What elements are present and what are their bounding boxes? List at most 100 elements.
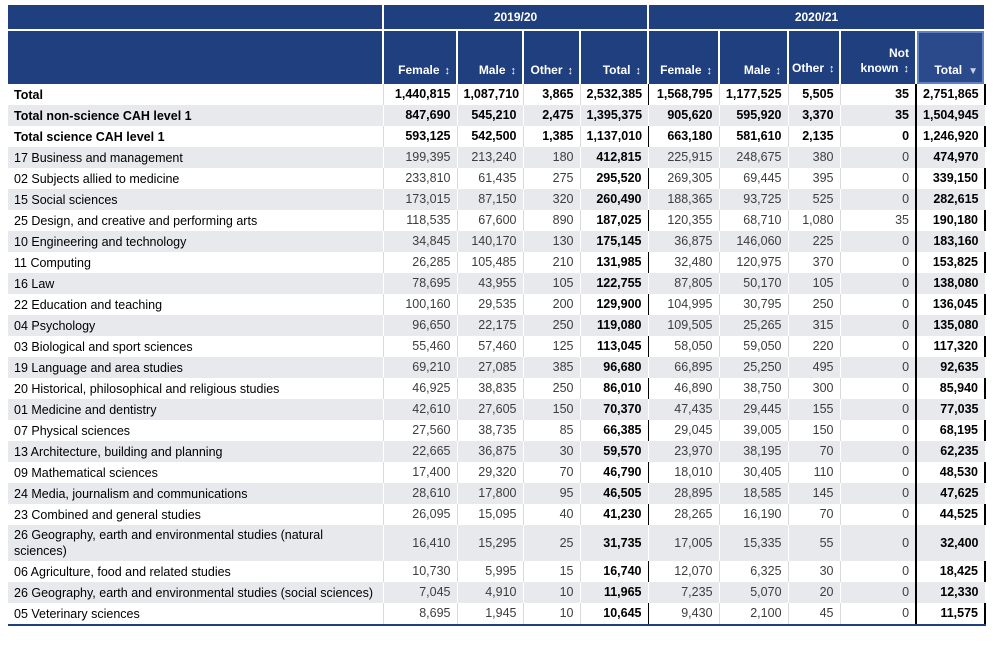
value-cell: 34,845 [383,231,458,252]
value-cell: 68,710 [719,210,789,231]
value-cell: 62,235 [915,441,986,462]
value-cell: 145 [788,483,841,504]
value-cell: 69,210 [383,357,458,378]
table-row: 20 Historical, philosophical and religio… [8,378,987,399]
value-cell: 155 [788,399,841,420]
value-cell: 1,080 [788,210,841,231]
value-cell: 69,445 [719,168,789,189]
subject-cell: 09 Mathematical sciences [8,462,384,483]
value-cell: 68,195 [915,420,987,441]
sort-descending-icon: ▼ [968,66,979,77]
col-header-total-1920[interactable]: Total ↕ [580,30,650,84]
subject-cell: 20 Historical, philosophical and religio… [8,378,384,399]
corner-header-bottom [8,30,384,84]
table-row: 13 Architecture, building and planning 22… [8,441,986,462]
value-cell: 28,610 [383,483,458,504]
value-cell: 7,045 [383,582,458,603]
subject-cell: 03 Biological and sport sciences [8,336,384,357]
value-cell: 153,825 [915,252,987,273]
value-cell: 136,045 [915,294,987,315]
subject-cell: 24 Media, journalism and communications [8,483,384,504]
value-cell: 5,070 [719,582,789,603]
year-header-2019-20: 2019/20 [383,5,650,31]
value-cell: 593,125 [383,126,458,147]
value-cell: 41,230 [579,504,649,525]
table-row: 19 Language and area studies 69,210 27,085… [8,357,986,378]
value-cell: 93,725 [719,189,789,210]
value-cell: 86,010 [579,378,649,399]
value-cell: 320 [523,189,581,210]
value-cell: 35 [839,84,917,105]
value-cell: 23,970 [648,441,720,462]
col-header-other-2021[interactable]: Other ↕ [788,30,842,84]
subject-cell: 02 Subjects allied to medicine [8,168,384,189]
table-row: 22 Education and teaching 100,160 29,535 20… [8,294,987,315]
subject-cell: 16 Law [8,273,384,294]
value-cell: 15,095 [457,504,524,525]
value-cell: 95 [523,483,581,504]
sort-updown-icon: ↕ [444,65,451,77]
value-cell: 96,680 [579,357,649,378]
value-cell: 38,195 [719,441,789,462]
value-cell: 58,050 [648,336,720,357]
year-header-row: 2019/20 2020/21 [8,5,987,31]
value-cell: 3,370 [788,105,841,126]
value-cell: 18,425 [915,561,987,582]
value-cell: 0 [839,483,917,504]
value-cell: 70 [788,441,841,462]
subject-cell: 19 Language and area studies [8,357,384,378]
value-cell: 380 [788,147,841,168]
value-cell: 40 [523,504,581,525]
col-header-not-known-2021[interactable]: Not known ↕ [840,30,918,84]
value-cell: 0 [839,603,917,626]
value-cell: 1,440,815 [383,84,458,105]
value-cell: 173,015 [383,189,458,210]
value-cell: 105 [523,273,581,294]
value-cell: 78,695 [383,273,458,294]
value-cell: 0 [839,504,917,525]
value-cell: 29,045 [648,420,720,441]
value-cell: 110 [788,462,841,483]
subject-cell: Total non-science CAH level 1 [8,105,384,126]
col-header-total-2021-sorted[interactable]: Total ▼ [916,30,987,84]
value-cell: 47,625 [915,483,986,504]
value-cell: 315 [788,315,841,336]
table-row: Total non-science CAH level 1 847,690 545,… [8,105,986,126]
value-cell: 0 [839,582,917,603]
subject-cell: 26 Geography, earth and environmental st… [8,525,384,561]
sort-updown-icon: ↕ [635,65,642,77]
value-cell: 890 [523,210,581,231]
col-header-female-1920[interactable]: Female ↕ [383,30,458,84]
value-cell: 67,600 [457,210,524,231]
value-cell: 20 [788,582,841,603]
col-header-male-2021[interactable]: Male ↕ [719,30,790,84]
table-row: Total science CAH level 1 593,125 542,500 1… [8,126,987,147]
value-cell: 0 [839,273,917,294]
value-cell: 300 [788,378,841,399]
table-row: 15 Social sciences 173,015 87,150 320 260,49… [8,189,986,210]
value-cell: 0 [839,399,917,420]
value-cell: 70,370 [579,399,649,420]
value-cell: 35 [839,210,917,231]
value-cell: 22,175 [457,315,524,336]
value-cell: 9,430 [648,603,720,626]
col-header-other-1920[interactable]: Other ↕ [523,30,581,84]
col-header-label: Female [398,63,440,77]
col-header-male-1920[interactable]: Male ↕ [457,30,524,84]
col-header-female-2021[interactable]: Female ↕ [648,30,721,84]
value-cell: 120,355 [648,210,720,231]
value-cell: 4,910 [457,582,524,603]
value-cell: 282,615 [915,189,986,210]
value-cell: 43,955 [457,273,524,294]
value-cell: 183,160 [915,231,986,252]
value-cell: 25 [523,525,581,561]
value-cell: 200 [523,294,581,315]
value-cell: 16,190 [719,504,789,525]
value-cell: 0 [839,189,917,210]
value-cell: 385 [523,357,581,378]
value-cell: 0 [839,378,917,399]
value-cell: 35 [839,105,917,126]
value-cell: 55 [788,525,841,561]
value-cell: 29,445 [719,399,789,420]
value-cell: 269,305 [648,168,720,189]
